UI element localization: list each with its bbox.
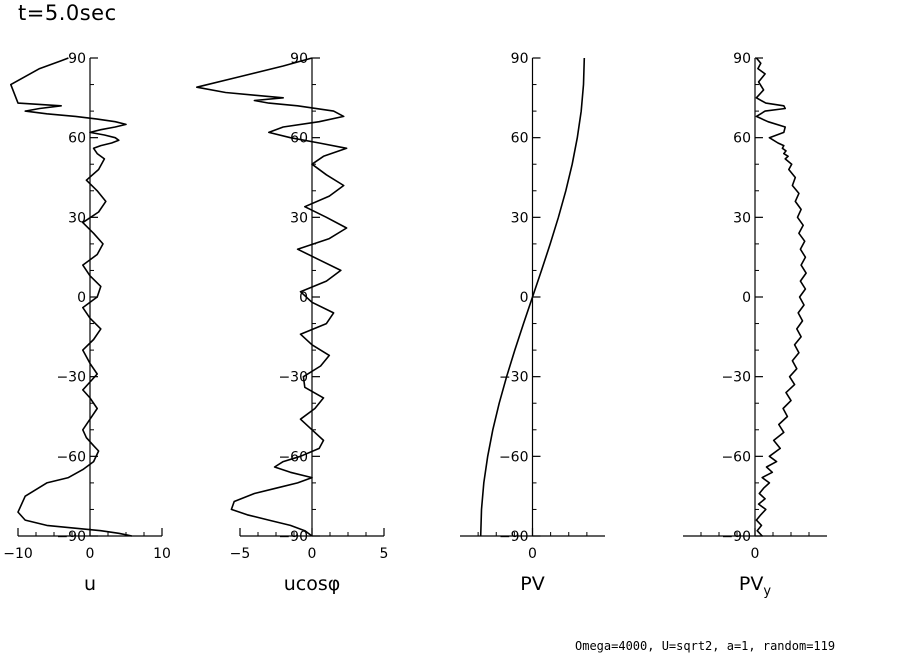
- y-tick-label: −60: [278, 449, 308, 465]
- x-axis-label: ucosφ: [284, 573, 341, 595]
- series-line: [10, 57, 132, 537]
- y-tick-label: 60: [733, 131, 751, 147]
- y-tick-label: −30: [278, 370, 308, 386]
- y-tick-label: 0: [520, 290, 529, 306]
- x-axis-label: u: [84, 573, 96, 595]
- y-tick-label: −60: [56, 449, 86, 465]
- y-tick-label: −60: [721, 449, 751, 465]
- y-tick-label: −90: [721, 529, 751, 545]
- y-tick-label: −90: [278, 529, 308, 545]
- x-tick-label: −5: [230, 546, 251, 562]
- y-tick-label: −30: [721, 370, 751, 386]
- x-tick-label: −10: [3, 546, 33, 562]
- y-tick-label: −30: [56, 370, 86, 386]
- y-tick-label: −30: [499, 370, 529, 386]
- series-line: [479, 57, 586, 537]
- y-tick-label: 0: [77, 290, 86, 306]
- x-axis-label-subscript: y: [763, 584, 771, 599]
- y-tick-label: −90: [56, 529, 86, 545]
- y-tick-label: 90: [511, 51, 529, 67]
- y-tick-label: 60: [68, 131, 86, 147]
- panel-1: −10 0 10 −90 −60 −30 0 30 60 90 u: [3, 51, 171, 595]
- y-tick-label: 0: [742, 290, 751, 306]
- figure-title: t=5.0sec: [18, 1, 117, 25]
- series-line: [196, 57, 348, 537]
- y-tick-label: 30: [68, 210, 86, 226]
- x-tick-label: 0: [528, 546, 537, 562]
- x-tick-label: 5: [380, 546, 389, 562]
- x-axis-label: PVy: [739, 573, 771, 599]
- y-tick-label: 90: [733, 51, 751, 67]
- x-tick-label: 0: [308, 546, 317, 562]
- y-tick-label: 0: [299, 290, 308, 306]
- x-axis-label: PV: [520, 573, 544, 595]
- x-tick-label: 0: [751, 546, 760, 562]
- x-tick-label: 0: [86, 546, 95, 562]
- y-tick-label: 30: [290, 210, 308, 226]
- parameters-footer: Omega=4000, U=sqrt2, a=1, random=119: [575, 639, 836, 653]
- y-tick-label: −60: [499, 449, 529, 465]
- y-tick-label: 30: [733, 210, 751, 226]
- x-tick-label: 10: [153, 546, 171, 562]
- y-tick-label: 90: [68, 51, 86, 67]
- series-line: [755, 57, 807, 537]
- y-tick-label: 30: [511, 210, 529, 226]
- y-tick-label: 60: [511, 131, 529, 147]
- y-tick-label: −90: [499, 529, 529, 545]
- y-tick-label: 90: [290, 51, 308, 67]
